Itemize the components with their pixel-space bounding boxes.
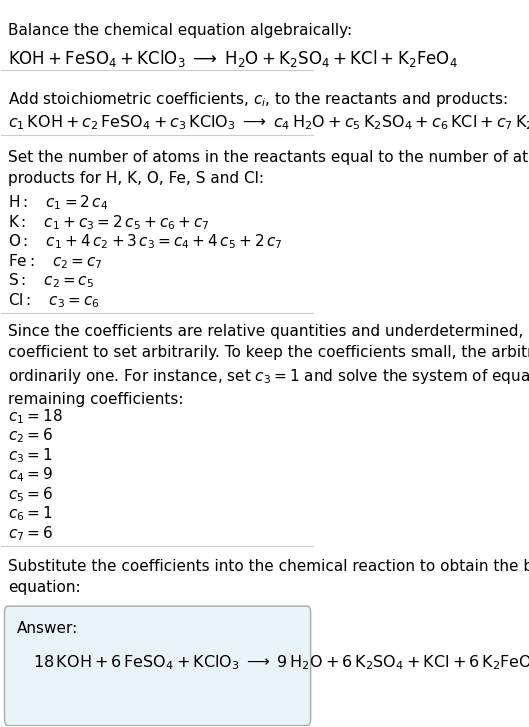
Text: Answer:: Answer: [17, 621, 78, 635]
Text: $c_1 = 18$: $c_1 = 18$ [7, 407, 62, 425]
Text: $\mathrm{KOH + FeSO_4 + KClO_3 \;\longrightarrow\; H_2O + K_2SO_4 + KCl + K_2FeO: $\mathrm{KOH + FeSO_4 + KClO_3 \;\longri… [7, 49, 458, 70]
Text: $\mathrm{K:}\quad c_1 + c_3 = 2\,c_5 + c_6 + c_7$: $\mathrm{K:}\quad c_1 + c_3 = 2\,c_5 + c… [7, 213, 209, 232]
Text: $c_1\,\mathrm{KOH} + c_2\,\mathrm{FeSO_4} + c_3\,\mathrm{KClO_3} \;\longrightarr: $c_1\,\mathrm{KOH} + c_2\,\mathrm{FeSO_4… [7, 113, 529, 132]
Text: $\mathrm{Cl:}\quad c_3 = c_6$: $\mathrm{Cl:}\quad c_3 = c_6$ [7, 291, 99, 310]
Text: $c_4 = 9$: $c_4 = 9$ [7, 465, 52, 484]
Text: $\mathrm{Fe:}\quad c_2 = c_7$: $\mathrm{Fe:}\quad c_2 = c_7$ [7, 252, 102, 270]
Text: $c_3 = 1$: $c_3 = 1$ [7, 446, 52, 465]
Text: $\mathrm{S:}\quad c_2 = c_5$: $\mathrm{S:}\quad c_2 = c_5$ [7, 271, 94, 290]
Text: $c_7 = 6$: $c_7 = 6$ [7, 524, 53, 543]
Text: Set the number of atoms in the reactants equal to the number of atoms in the
pro: Set the number of atoms in the reactants… [7, 150, 529, 186]
Text: $18\,\mathrm{KOH} + 6\,\mathrm{FeSO_4} + \mathrm{KClO_3} \;\longrightarrow\; 9\,: $18\,\mathrm{KOH} + 6\,\mathrm{FeSO_4} +… [33, 653, 529, 672]
Text: $c_6 = 1$: $c_6 = 1$ [7, 505, 52, 523]
Text: Substitute the coefficients into the chemical reaction to obtain the balanced
eq: Substitute the coefficients into the che… [7, 559, 529, 595]
Text: $\mathrm{H:}\quad c_1 = 2\,c_4$: $\mathrm{H:}\quad c_1 = 2\,c_4$ [7, 193, 108, 212]
Text: Since the coefficients are relative quantities and underdetermined, choose a
coe: Since the coefficients are relative quan… [7, 324, 529, 406]
Text: $c_5 = 6$: $c_5 = 6$ [7, 485, 53, 504]
FancyBboxPatch shape [5, 606, 311, 726]
Text: $c_2 = 6$: $c_2 = 6$ [7, 427, 53, 445]
Text: $\mathrm{O:}\quad c_1 + 4\,c_2 + 3\,c_3 = c_4 + 4\,c_5 + 2\,c_7$: $\mathrm{O:}\quad c_1 + 4\,c_2 + 3\,c_3 … [7, 233, 282, 251]
Text: Add stoichiometric coefficients, $c_i$, to the reactants and products:: Add stoichiometric coefficients, $c_i$, … [7, 89, 507, 109]
Text: Balance the chemical equation algebraically:: Balance the chemical equation algebraica… [7, 23, 352, 38]
